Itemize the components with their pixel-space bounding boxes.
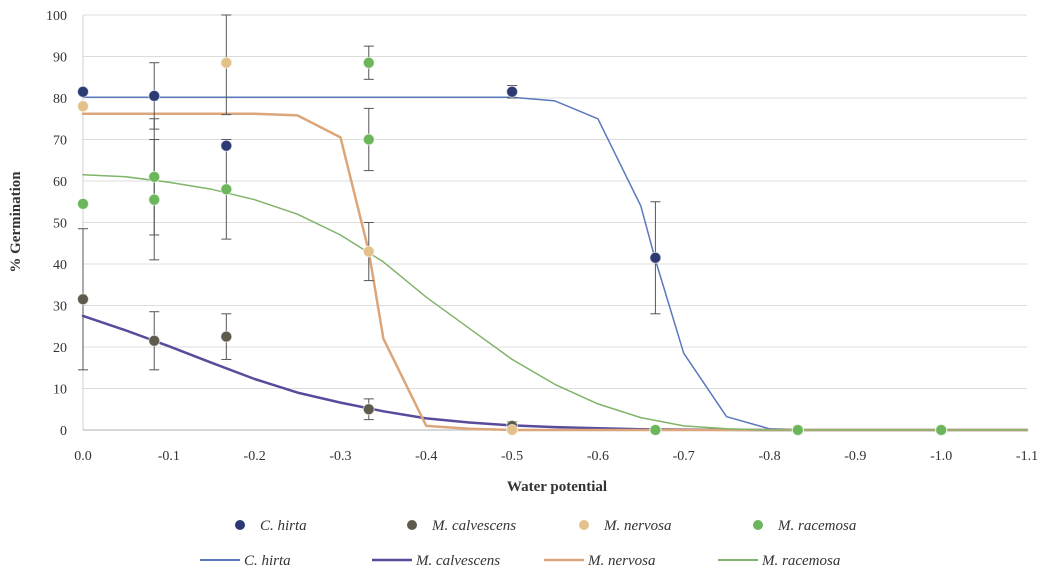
- data-point: [362, 133, 375, 146]
- legend-label: M. nervosa: [603, 518, 672, 534]
- legend-marker: [753, 520, 763, 530]
- x-tick-label: -1.1: [1016, 449, 1038, 464]
- data-point: [220, 330, 233, 343]
- axes: 0 10 20 30 40 50 60 70 80 90 100 0.0 -0.1 -0.2 -0.3 -0.…: [46, 9, 1038, 464]
- y-tick-label: 20: [53, 341, 67, 356]
- legend-label: M. nervosa: [587, 553, 656, 569]
- y-tick-label: 90: [53, 51, 67, 66]
- data-point: [506, 424, 519, 436]
- data-point: [148, 193, 161, 206]
- x-tick-label: -1.0: [930, 449, 952, 464]
- data-point: [649, 424, 662, 436]
- data-point: [77, 100, 89, 113]
- x-tick-label: -0.6: [587, 449, 609, 464]
- y-tick-label: 30: [53, 300, 67, 315]
- legend-label: M. calvescens: [415, 553, 500, 569]
- data-points: [77, 56, 948, 436]
- legend-label: C. hirta: [260, 518, 307, 534]
- fitted-curve: [81, 112, 1029, 432]
- gridlines: [83, 14, 1027, 389]
- legend-marker: [407, 520, 417, 530]
- fitted-curves: [81, 96, 1029, 432]
- y-tick-label: 0: [60, 424, 67, 439]
- data-point: [791, 424, 804, 436]
- x-tick-label: -0.2: [244, 449, 266, 464]
- y-axis-title: % Germination: [8, 171, 24, 273]
- data-point: [77, 85, 89, 98]
- data-point: [148, 89, 161, 102]
- x-tick-label: -0.5: [501, 449, 523, 464]
- y-tick-label: 70: [53, 134, 67, 149]
- data-point: [148, 334, 161, 347]
- x-tick-label: -0.7: [673, 449, 695, 464]
- x-tick-label: 0.0: [74, 449, 92, 464]
- data-point: [362, 403, 375, 416]
- data-point: [220, 139, 233, 152]
- data-point: [220, 183, 233, 196]
- x-tick-label: -0.4: [415, 449, 437, 464]
- y-tick-label: 60: [53, 175, 67, 190]
- y-tick-label: 10: [53, 383, 67, 398]
- legend-marker: [579, 520, 589, 530]
- legend-label: M. racemosa: [761, 553, 840, 569]
- x-tick-label: -0.3: [329, 449, 351, 464]
- data-point: [148, 170, 161, 183]
- legend-label: M. racemosa: [777, 518, 856, 534]
- data-point: [77, 197, 89, 210]
- data-point: [649, 251, 662, 264]
- x-tick-label: -0.9: [844, 449, 866, 464]
- legend: C. hirta M. calvescens M. nervosa M. racemo…: [200, 518, 856, 569]
- data-point: [362, 56, 375, 69]
- fitted-curve: [82, 174, 1028, 431]
- data-point: [935, 424, 948, 436]
- y-tick-label: 50: [53, 217, 67, 232]
- data-point: [506, 85, 519, 98]
- y-tick-label: 80: [53, 92, 67, 107]
- x-tick-label: -0.1: [158, 449, 180, 464]
- data-point: [362, 245, 375, 258]
- y-tick-label: 100: [46, 9, 67, 24]
- x-tick-label: -0.8: [758, 449, 780, 464]
- x-axis-title: Water potential: [507, 479, 607, 495]
- legend-marker: [235, 520, 245, 530]
- legend-label: C. hirta: [244, 553, 291, 569]
- legend-label: M. calvescens: [431, 518, 516, 534]
- y-tick-label: 40: [53, 258, 67, 273]
- data-point: [77, 293, 89, 306]
- data-point: [220, 56, 233, 69]
